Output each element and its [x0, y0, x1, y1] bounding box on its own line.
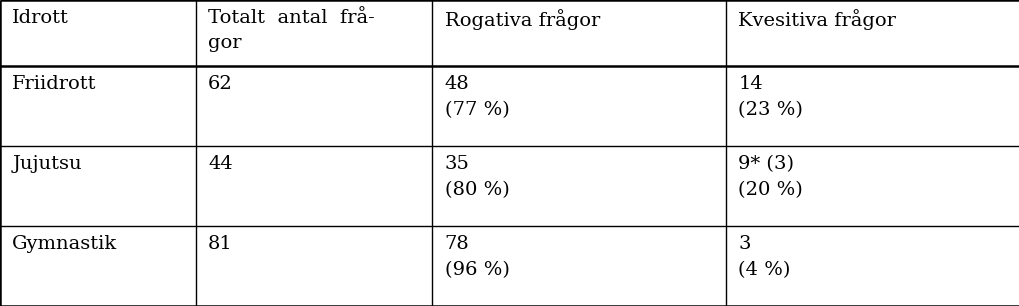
Text: 81: 81: [208, 235, 232, 253]
Text: 35
(80 %): 35 (80 %): [444, 155, 508, 200]
Text: 78
(96 %): 78 (96 %): [444, 235, 510, 279]
Text: 3
(4 %): 3 (4 %): [738, 235, 790, 279]
Text: 14
(23 %): 14 (23 %): [738, 75, 803, 119]
Text: Kvesitiva frågor: Kvesitiva frågor: [738, 9, 896, 30]
Text: 9* (3)
(20 %): 9* (3) (20 %): [738, 155, 802, 200]
Text: Friidrott: Friidrott: [12, 75, 97, 93]
Text: Totalt  antal  frå-
gor: Totalt antal frå- gor: [208, 9, 374, 52]
Text: 44: 44: [208, 155, 232, 173]
Text: Rogativa frågor: Rogativa frågor: [444, 9, 599, 30]
Text: Idrott: Idrott: [12, 9, 69, 27]
Text: Jujutsu: Jujutsu: [12, 155, 82, 173]
Text: Gymnastik: Gymnastik: [12, 235, 117, 253]
Text: 48
(77 %): 48 (77 %): [444, 75, 508, 119]
Text: 62: 62: [208, 75, 232, 93]
